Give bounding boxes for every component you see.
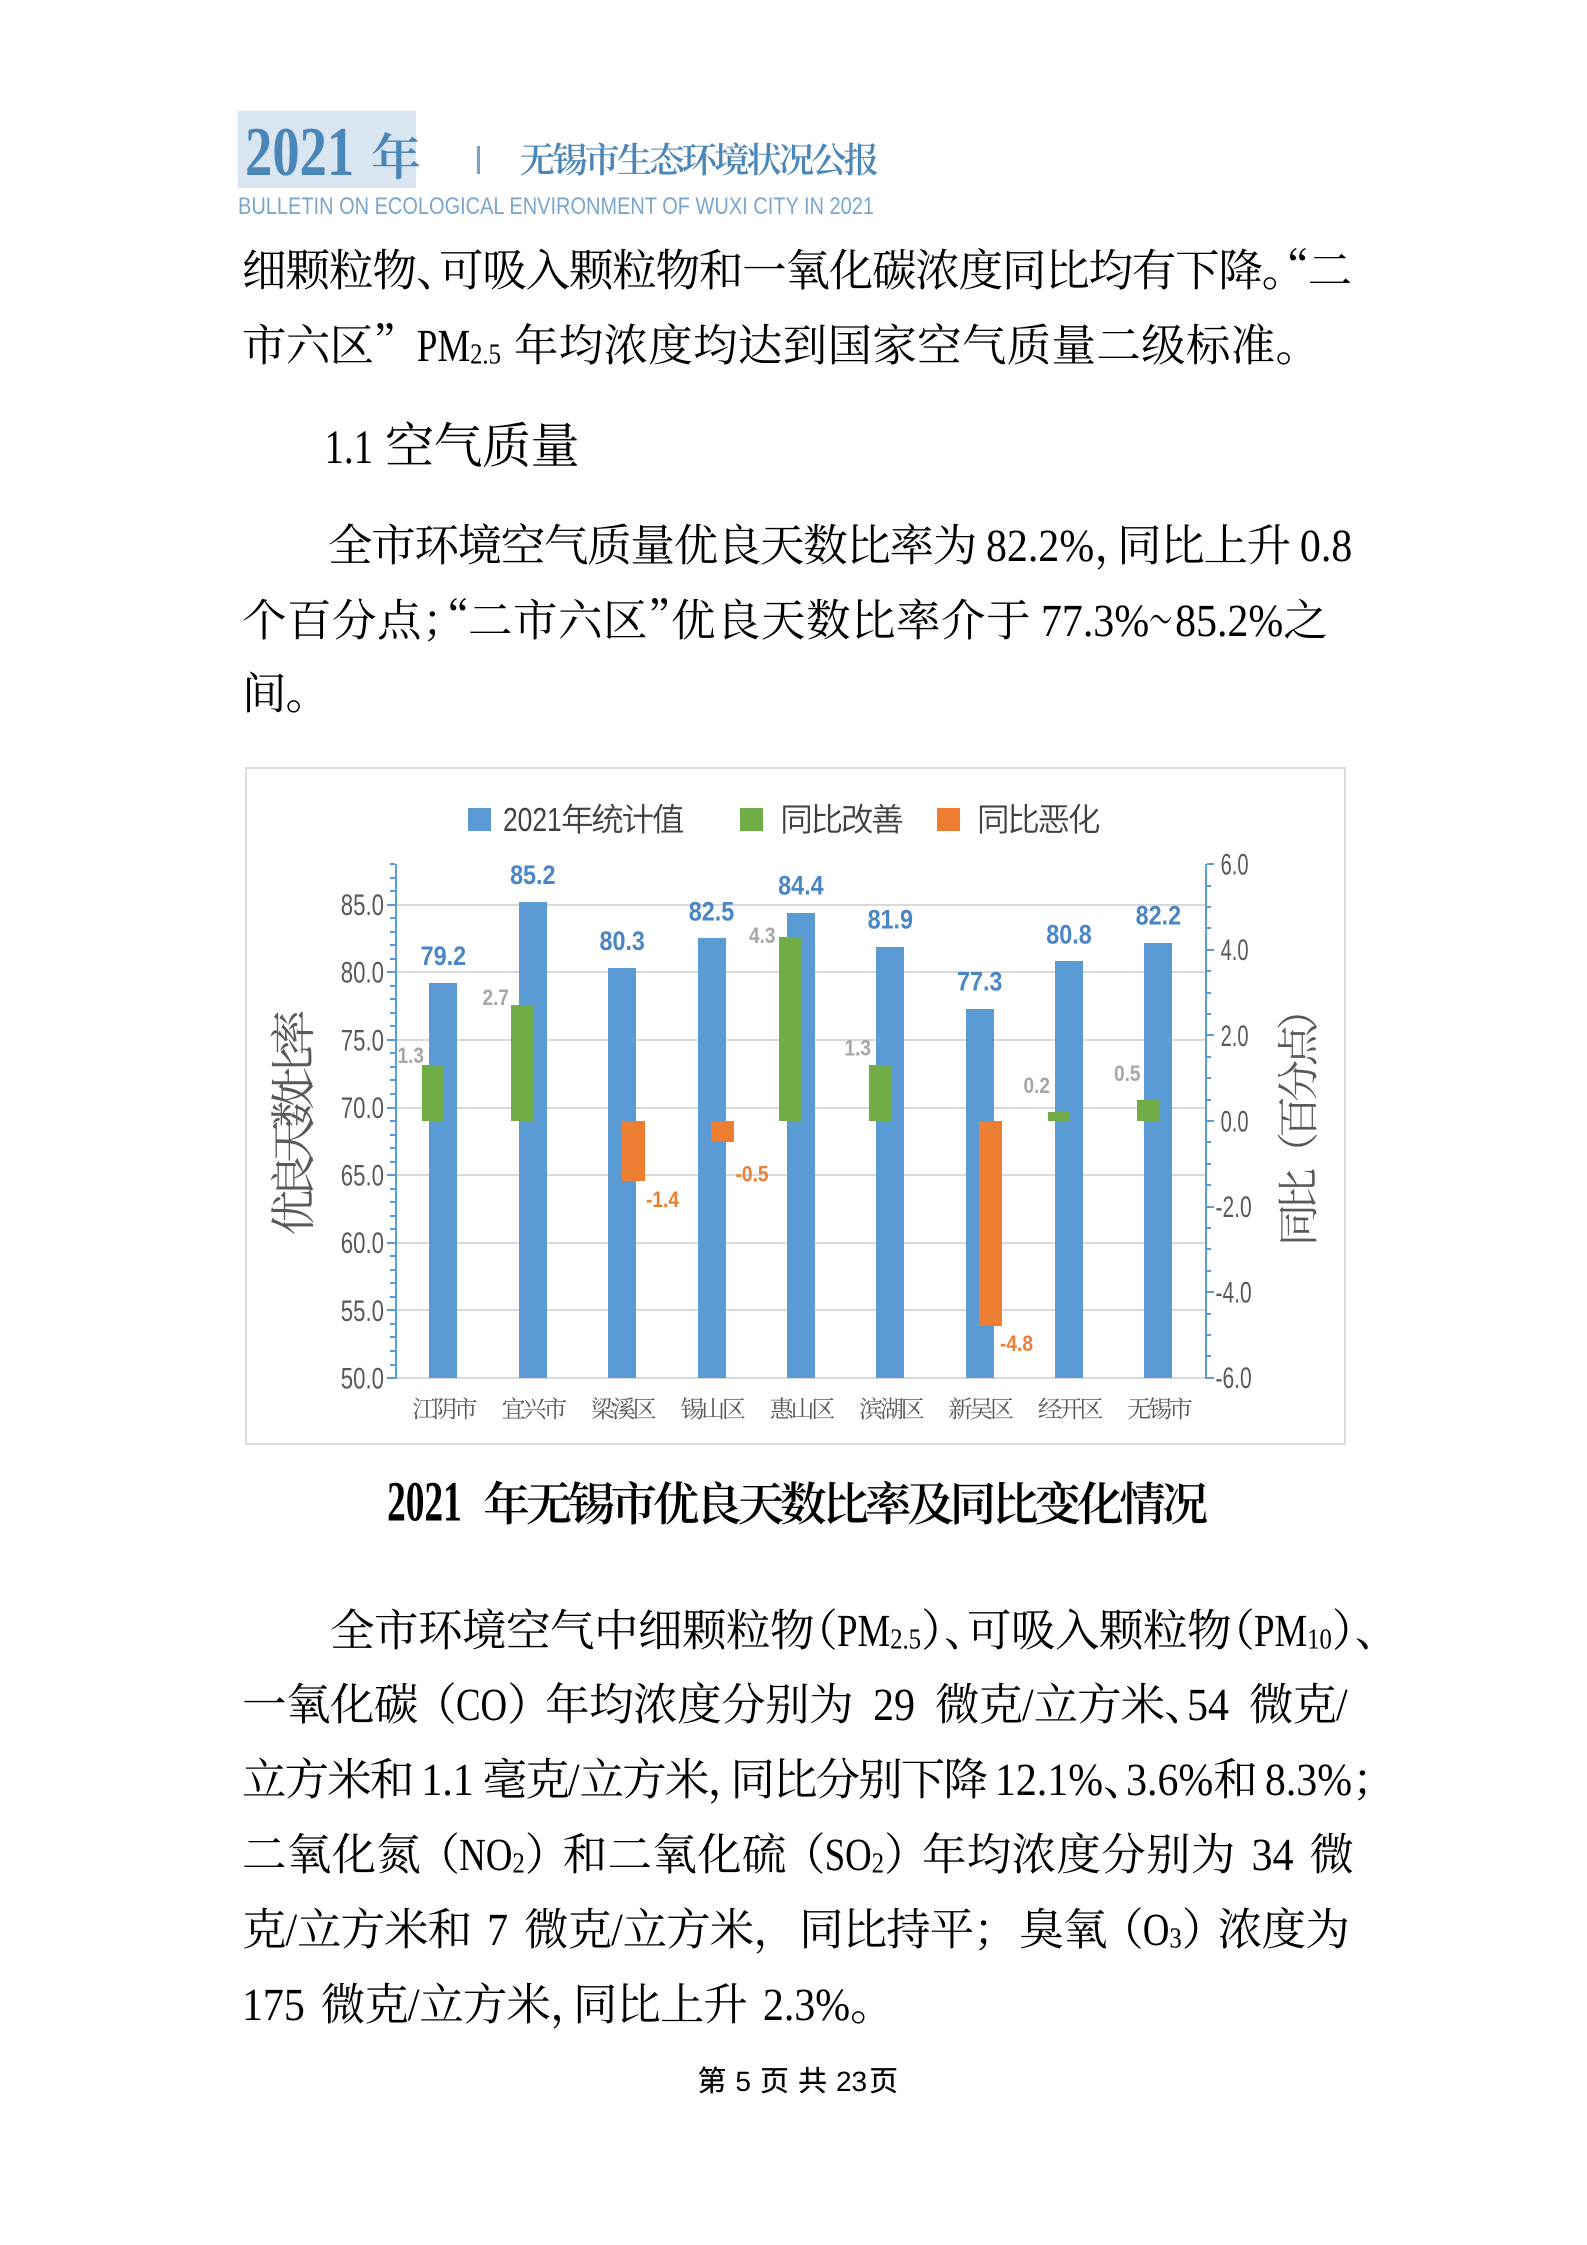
svg-text:BULLETIN ON ECOLOGICAL ENVIRON: BULLETIN ON ECOLOGICAL ENVIRONMENT OF WU…	[238, 193, 874, 220]
svg-text:82.2: 82.2	[1136, 901, 1181, 931]
svg-text:0.2: 0.2	[1024, 1074, 1050, 1099]
svg-text:81.9: 81.9	[868, 905, 913, 935]
svg-text:2.7: 2.7	[483, 986, 509, 1011]
svg-text:79.2: 79.2	[421, 941, 466, 971]
svg-text:55.0: 55.0	[341, 1294, 384, 1328]
svg-text:50.0: 50.0	[341, 1361, 384, 1395]
svg-text:80.3: 80.3	[599, 927, 644, 957]
svg-text:80.0: 80.0	[341, 955, 384, 989]
svg-text:1.3: 1.3	[845, 1036, 871, 1061]
svg-text:84.4: 84.4	[778, 871, 823, 901]
svg-text:82.5: 82.5	[689, 897, 734, 927]
svg-text:-2.0: -2.0	[1216, 1192, 1252, 1224]
svg-text:0.0: 0.0	[1221, 1106, 1249, 1139]
svg-text:4.0: 4.0	[1221, 934, 1249, 967]
svg-text:85.2: 85.2	[510, 860, 555, 890]
svg-text:-0.5: -0.5	[736, 1162, 769, 1187]
svg-text:-6.0: -6.0	[1216, 1363, 1252, 1395]
svg-text:70.0: 70.0	[341, 1091, 384, 1125]
svg-text:1.3: 1.3	[398, 1044, 424, 1069]
svg-text:2021: 2021	[503, 802, 562, 838]
svg-text:77.3: 77.3	[957, 967, 1002, 997]
svg-text:0.5: 0.5	[1114, 1062, 1140, 1087]
svg-text:-4.8: -4.8	[1000, 1332, 1033, 1357]
svg-text:75.0: 75.0	[341, 1023, 384, 1057]
svg-text:80.8: 80.8	[1046, 920, 1091, 950]
svg-text:4.3: 4.3	[749, 924, 775, 949]
svg-text:65.0: 65.0	[341, 1158, 384, 1192]
svg-text:60.0: 60.0	[341, 1226, 384, 1260]
svg-text:-1.4: -1.4	[646, 1188, 679, 1213]
svg-text:-4.0: -4.0	[1216, 1277, 1252, 1309]
svg-text:6.0: 6.0	[1221, 849, 1249, 882]
svg-text:2.0: 2.0	[1221, 1020, 1249, 1053]
svg-text:85.0: 85.0	[341, 888, 384, 922]
